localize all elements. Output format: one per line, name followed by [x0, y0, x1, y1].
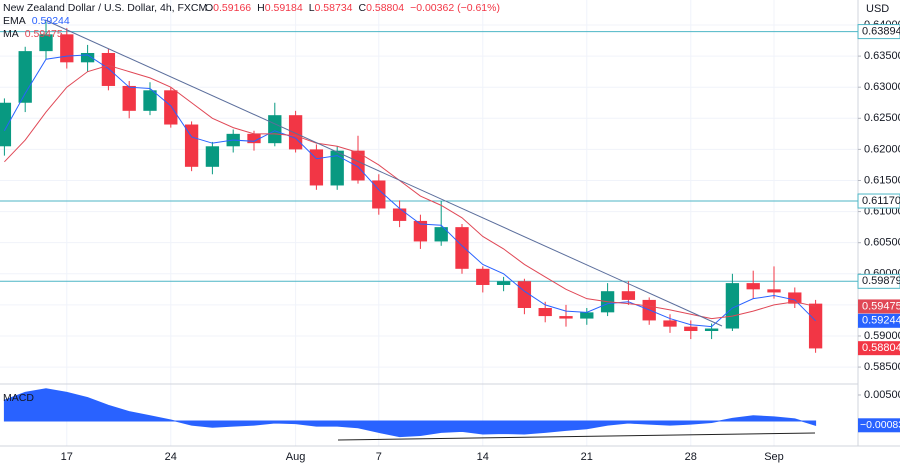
candle-body — [39, 34, 53, 52]
candle-body — [164, 90, 178, 125]
chart-title: New Zealand Dollar / U.S. Dollar, 4h, FX… — [3, 2, 207, 14]
candle-body — [18, 51, 32, 103]
level-tag-label: 0.63894 — [862, 26, 900, 38]
x-tick-label: 28 — [685, 451, 697, 463]
y-tick-label: 0.60500 — [864, 237, 900, 249]
macd-tag-label: −0.00083 — [860, 419, 900, 431]
candle-body — [663, 320, 677, 327]
y-tick-label: 0.59000 — [864, 330, 900, 342]
legend-ma: MA 0.59475 — [3, 28, 63, 40]
y-tick-label: 0.61500 — [864, 174, 900, 186]
header-key: C — [359, 2, 367, 14]
candle-body — [725, 283, 740, 329]
x-tick-label: Aug — [286, 451, 306, 463]
candle-body — [122, 85, 136, 111]
candle-body — [205, 146, 220, 167]
header-change: −0.00362 (−0.61%) — [410, 2, 500, 14]
ohlc-header: O0.59166 H0.59184 L0.58734 C0.58804 −0.00362… — [205, 2, 500, 14]
candle-body — [434, 227, 448, 242]
header-value: 0.59184 — [265, 2, 303, 14]
x-tick-label: Sep — [764, 451, 784, 463]
header-value: 0.58734 — [315, 2, 353, 14]
candle-body — [767, 289, 781, 293]
candle-body — [496, 281, 511, 285]
y-tick-label: 0.62500 — [864, 112, 900, 124]
price-tag-label: 0.58804 — [862, 342, 900, 354]
indicator-line — [3, 54, 816, 328]
price-tag — [858, 341, 900, 356]
macd-trend-line — [337, 432, 816, 441]
candle-body — [704, 328, 719, 332]
macd-label: MACD — [3, 392, 34, 404]
candle-body — [101, 52, 116, 86]
candle-body — [476, 268, 490, 285]
x-tick-label: 7 — [376, 451, 382, 463]
y-tick-label: 0.63500 — [864, 50, 900, 62]
level-tag — [857, 24, 900, 40]
legend-value: 0.59244 — [32, 15, 70, 27]
candle-body — [559, 316, 573, 319]
indicator-line — [4, 64, 816, 320]
price-tag — [858, 313, 900, 328]
candle-body — [746, 283, 760, 290]
candle-body — [538, 307, 552, 317]
header-key: L — [309, 2, 315, 14]
macd-area — [3, 388, 817, 438]
y-tick-label: 0.62000 — [864, 143, 900, 155]
y-tick-label: 0.00500 — [864, 389, 900, 401]
header-value: 0.59166 — [213, 2, 251, 14]
title: New Zealand Dollar / U.S. Dollar, 4h, FX… — [3, 2, 207, 14]
header-key: O — [205, 2, 213, 14]
x-tick-label: 24 — [165, 451, 177, 463]
candle-body — [455, 227, 469, 269]
candle-body — [80, 52, 95, 63]
level-tag — [857, 193, 900, 209]
price-tag-label: 0.59475 — [862, 300, 900, 312]
candle-body — [621, 291, 636, 300]
candle-body — [143, 90, 157, 111]
level-tag-label: 0.61170 — [862, 195, 900, 207]
currency: USD — [866, 3, 889, 15]
x-tick-label: 21 — [581, 451, 593, 463]
candle-body — [288, 115, 303, 150]
candle-body — [268, 115, 282, 144]
candle-body — [184, 124, 199, 167]
header-key: H — [257, 2, 265, 14]
level-tag — [857, 273, 900, 289]
price-tag-label: 0.59244 — [862, 315, 900, 327]
candle-body — [413, 220, 428, 242]
legend-name: EMA — [3, 15, 26, 27]
trend-line — [44, 19, 723, 327]
legend-ema: EMA 0.59244 — [3, 15, 70, 27]
candle-body — [392, 208, 407, 221]
macd-tag — [858, 418, 900, 433]
candle-body — [372, 180, 386, 209]
candle-body — [580, 312, 594, 319]
x-tick-label: 17 — [61, 451, 73, 463]
candle-body — [60, 34, 74, 63]
legend-name: MA — [3, 28, 19, 40]
x-tick-label: 14 — [477, 451, 489, 463]
candle-body — [247, 133, 261, 144]
candle-body — [0, 102, 12, 147]
y-tick-label: 0.63000 — [864, 81, 900, 93]
candle-body — [684, 326, 698, 332]
header-value: 0.58804 — [366, 2, 404, 14]
price-tag — [858, 299, 900, 314]
candle-body — [351, 150, 365, 181]
level-tag-label: 0.59879 — [862, 275, 900, 287]
candle-body — [808, 303, 823, 349]
candle-body — [788, 292, 802, 304]
candle-body — [330, 150, 344, 186]
legend-value: 0.59475 — [25, 28, 63, 40]
y-tick-label: 0.58500 — [864, 361, 900, 373]
